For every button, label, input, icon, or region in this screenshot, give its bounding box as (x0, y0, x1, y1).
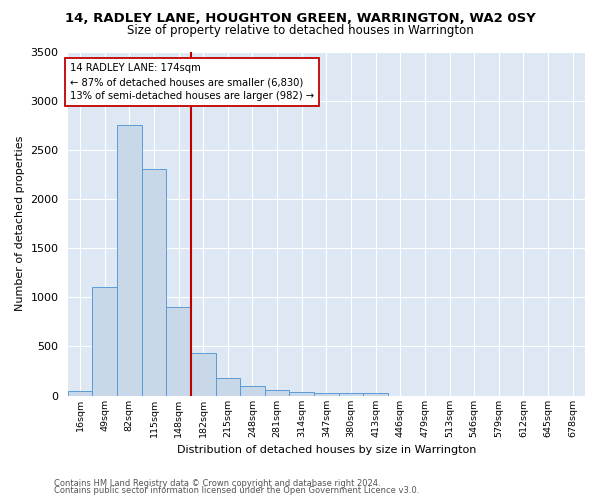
Bar (338, 393, 364, 396)
Bar (265, 390, 289, 396)
Bar (117, 125, 142, 396)
Bar (314, 392, 338, 396)
Text: 14, RADLEY LANE, HOUGHTON GREEN, WARRINGTON, WA2 0SY: 14, RADLEY LANE, HOUGHTON GREEN, WARRING… (65, 12, 535, 26)
Text: Contains public sector information licensed under the Open Government Licence v3: Contains public sector information licen… (54, 486, 419, 495)
Bar (364, 393, 388, 396)
Bar (289, 392, 314, 396)
Text: 14 RADLEY LANE: 174sqm
← 87% of detached houses are smaller (6,830)
13% of semi-: 14 RADLEY LANE: 174sqm ← 87% of detached… (70, 64, 314, 102)
Bar (215, 378, 240, 396)
Y-axis label: Number of detached properties: Number of detached properties (15, 136, 25, 311)
Bar (240, 386, 265, 396)
X-axis label: Distribution of detached houses by size in Warrington: Distribution of detached houses by size … (176, 445, 476, 455)
Bar (92, 288, 117, 396)
Bar (191, 353, 215, 396)
Text: Size of property relative to detached houses in Warrington: Size of property relative to detached ho… (127, 24, 473, 37)
Bar (142, 170, 166, 396)
Text: Contains HM Land Registry data © Crown copyright and database right 2024.: Contains HM Land Registry data © Crown c… (54, 478, 380, 488)
Bar (68, 390, 92, 396)
Bar (166, 307, 191, 396)
